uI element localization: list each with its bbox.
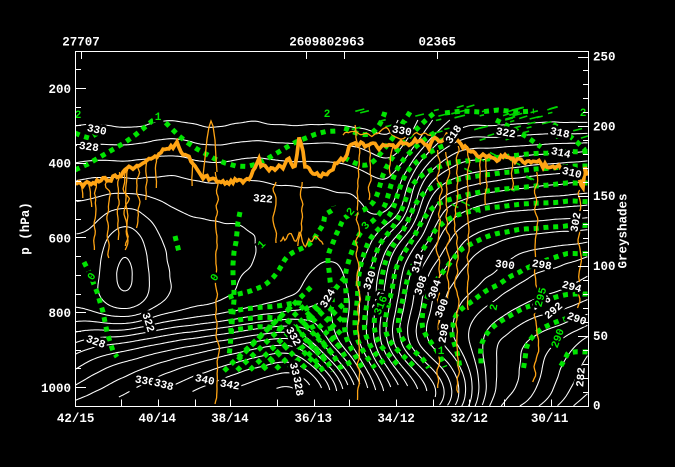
svg-text:0: 0 (593, 400, 601, 414)
svg-text:1: 1 (438, 346, 445, 358)
svg-text:02365: 02365 (419, 36, 457, 50)
svg-text:800: 800 (48, 307, 71, 321)
svg-text:322: 322 (495, 126, 517, 141)
svg-text:Greyshades: Greyshades (617, 193, 631, 268)
svg-text:42/15: 42/15 (57, 412, 95, 426)
svg-text:2: 2 (75, 110, 82, 122)
svg-text:30/11: 30/11 (531, 412, 569, 426)
svg-text:314: 314 (550, 146, 572, 162)
svg-text:600: 600 (48, 232, 71, 246)
svg-text:100: 100 (593, 260, 616, 274)
svg-text:34/12: 34/12 (377, 412, 415, 426)
svg-text:2: 2 (324, 109, 331, 121)
svg-text:200: 200 (593, 120, 616, 134)
svg-text:150: 150 (593, 190, 616, 204)
svg-text:1000: 1000 (41, 382, 71, 396)
svg-text:50: 50 (593, 330, 608, 344)
svg-text:400: 400 (48, 158, 71, 172)
svg-text:340: 340 (194, 373, 216, 389)
svg-text:1: 1 (155, 112, 162, 124)
svg-text:40/14: 40/14 (139, 412, 177, 426)
svg-text:328: 328 (78, 141, 100, 156)
svg-text:p (hPa): p (hPa) (19, 202, 33, 255)
svg-text:2: 2 (580, 108, 587, 120)
svg-text:27707: 27707 (62, 36, 100, 50)
svg-text:322: 322 (252, 193, 273, 207)
svg-text:200: 200 (48, 83, 71, 97)
svg-text:282: 282 (575, 367, 589, 388)
svg-text:300: 300 (494, 259, 515, 274)
svg-text:36/13: 36/13 (294, 412, 332, 426)
svg-text:250: 250 (593, 51, 616, 65)
svg-text:2609802963: 2609802963 (289, 36, 364, 50)
svg-text:32/12: 32/12 (450, 412, 488, 426)
svg-text:38/14: 38/14 (211, 412, 249, 426)
